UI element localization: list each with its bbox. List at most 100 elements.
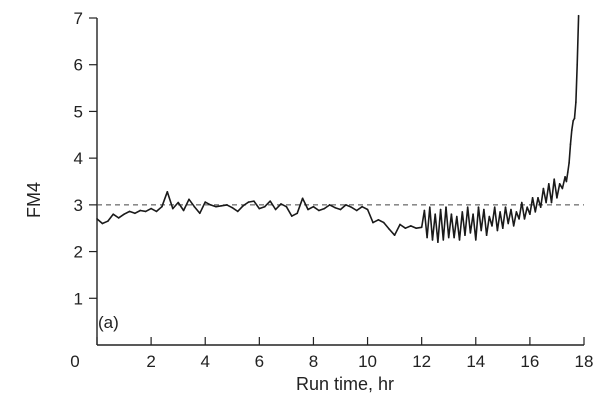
data-point	[215, 205, 217, 208]
data-point	[442, 239, 445, 241]
data-point	[345, 204, 347, 206]
axes	[96, 18, 584, 346]
data-point	[447, 236, 450, 239]
data-point	[318, 209, 320, 212]
y-tick-label: 7	[74, 9, 83, 28]
x-tick-label: 0	[70, 352, 79, 371]
data-point	[144, 210, 147, 213]
data-point	[504, 206, 507, 208]
data-point	[545, 201, 547, 204]
data-point	[355, 209, 358, 212]
data-point	[101, 222, 104, 225]
data-point	[437, 241, 439, 244]
x-tick-label: 10	[358, 352, 377, 371]
data-point	[537, 197, 539, 199]
data-point	[372, 221, 374, 224]
data-point	[280, 203, 282, 205]
data-point	[161, 205, 163, 208]
data-point	[410, 225, 412, 227]
y-tick-label: 5	[74, 102, 83, 121]
data-point	[564, 176, 566, 178]
data-point	[226, 204, 228, 206]
data-point	[328, 204, 331, 206]
data-point	[112, 213, 115, 215]
data-point	[472, 213, 474, 215]
y-tick-label: 1	[74, 289, 83, 308]
data-point	[531, 197, 534, 199]
y-axis-title: FM4	[24, 182, 44, 218]
data-point	[253, 200, 255, 202]
data-point	[577, 14, 580, 17]
data-point	[339, 208, 342, 211]
data-point	[480, 229, 482, 232]
data-point	[572, 119, 574, 122]
data-point	[128, 210, 131, 213]
data-point	[263, 205, 266, 208]
data-point	[548, 183, 550, 185]
data-point	[350, 206, 353, 208]
data-point	[558, 183, 561, 185]
data-point	[466, 206, 469, 208]
data-point	[483, 208, 485, 211]
data-point	[523, 218, 526, 220]
tick-marks	[89, 17, 585, 345]
data-point	[542, 187, 545, 190]
data-point	[453, 236, 455, 239]
data-point	[323, 207, 326, 210]
data-point	[571, 129, 573, 131]
data-point	[566, 171, 569, 173]
data-point	[518, 218, 520, 220]
data-point	[285, 205, 288, 208]
data-point	[534, 211, 537, 213]
data-point	[199, 212, 201, 215]
x-tick-label: 8	[309, 352, 318, 371]
data-point	[204, 201, 207, 203]
data-point	[361, 205, 363, 208]
data-point	[556, 197, 558, 199]
x-tick-label: 18	[575, 352, 594, 371]
data-point	[220, 204, 223, 207]
data-point	[166, 190, 169, 193]
data-point	[209, 204, 212, 206]
data-point	[569, 143, 572, 145]
data-point	[415, 227, 418, 230]
y-tick-label: 4	[74, 149, 83, 168]
data-point	[96, 218, 98, 220]
data-point	[307, 208, 309, 211]
data-point	[474, 239, 477, 241]
data-point	[510, 208, 512, 211]
data-point	[155, 210, 158, 213]
data-point	[496, 229, 499, 232]
data-point	[461, 211, 464, 213]
data-point	[458, 239, 461, 241]
fm4-data-points	[96, 14, 580, 244]
data-point	[312, 205, 315, 208]
x-tick-label: 4	[200, 352, 209, 371]
x-tick-labels: 0 2 4 6 8 10 12 14 16 18	[70, 352, 593, 371]
data-point	[477, 206, 480, 208]
data-point	[568, 162, 570, 164]
data-point	[399, 223, 401, 226]
data-point	[469, 232, 472, 234]
data-point	[301, 197, 304, 200]
data-point	[502, 227, 504, 230]
data-point	[150, 207, 152, 210]
data-point	[117, 217, 120, 219]
x-axis-title: Run time, hr	[296, 374, 394, 394]
data-point	[426, 236, 428, 239]
y-tick-label: 3	[74, 196, 83, 215]
data-point	[242, 204, 244, 207]
data-point	[499, 211, 501, 213]
data-point	[123, 213, 125, 215]
data-point	[575, 101, 577, 103]
data-point	[366, 208, 369, 211]
data-point	[431, 239, 434, 241]
fm4-series-line	[96, 15, 580, 243]
data-point	[515, 211, 518, 213]
panel-label: (a)	[98, 313, 119, 332]
data-point	[512, 225, 515, 227]
data-point	[428, 206, 431, 208]
data-point	[291, 215, 293, 217]
data-point	[247, 201, 250, 203]
